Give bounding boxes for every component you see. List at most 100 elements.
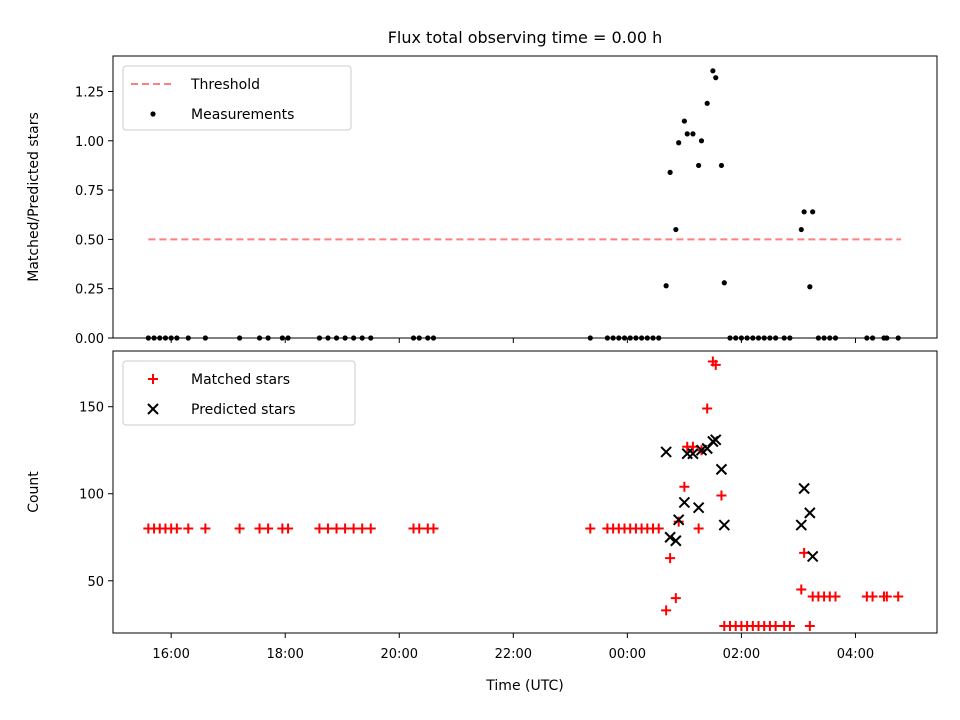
- x-tick-label: 18:00: [266, 647, 303, 662]
- matched-star-marker: [804, 621, 815, 632]
- matched-star-marker: [784, 621, 795, 632]
- matched-star-marker: [357, 523, 368, 534]
- matched-star-marker: [653, 523, 664, 534]
- legend-marker: [150, 111, 156, 117]
- matched-star-marker: [340, 523, 351, 534]
- data-point: [718, 162, 725, 169]
- matched-star-marker: [254, 523, 265, 534]
- legend-marker: [148, 374, 158, 384]
- predicted-star-marker: [806, 550, 819, 563]
- data-point: [681, 118, 687, 124]
- data-point: [696, 162, 702, 169]
- matched-star-marker: [322, 523, 333, 534]
- legend-label: Predicted stars: [191, 402, 296, 418]
- data-point: [667, 169, 673, 175]
- predicted-star-marker: [798, 482, 810, 495]
- legend: Threshold Measurements: [122, 65, 352, 131]
- y-tick-label: 100: [79, 488, 104, 503]
- y-tick-label: 150: [79, 401, 104, 416]
- matched-star-marker: [770, 621, 781, 632]
- matched-star-marker: [702, 403, 713, 414]
- series-1-1: [660, 434, 819, 563]
- legend-box: [122, 65, 352, 131]
- predicted-star-marker: [795, 519, 807, 531]
- data-point: [810, 209, 816, 215]
- legend-label: Threshold: [190, 77, 260, 93]
- matched-star-marker: [200, 523, 211, 534]
- matched-star-marker: [661, 605, 672, 616]
- legend: Matched stars Predicted stars: [122, 360, 356, 426]
- y-axis-label: Matched/Predicted stars: [26, 112, 42, 282]
- predicted-star-marker: [687, 447, 699, 460]
- y-tick-label: 1.00: [75, 135, 104, 150]
- bottom-panel: 16:00 18:00 20:00 22:00 00:00 02:00 04:00 50 100…: [26, 350, 938, 662]
- matched-star-marker: [414, 523, 425, 534]
- matched-star-marker: [830, 591, 841, 602]
- legend-label: Measurements: [191, 107, 294, 123]
- data-point: [673, 226, 679, 233]
- matched-star-marker: [799, 547, 810, 558]
- legend-label: Matched stars: [191, 372, 290, 388]
- data-point: [807, 284, 813, 290]
- x-tick-label: 20:00: [381, 647, 418, 662]
- data-point: [684, 131, 690, 137]
- legend-marker: [147, 403, 159, 415]
- matched-star-marker: [314, 523, 325, 534]
- axes-frame: [112, 350, 938, 634]
- chart-title: Flux total observing time = 0.00 h: [388, 28, 663, 47]
- matched-star-marker: [234, 523, 245, 534]
- data-point: [798, 226, 804, 233]
- matched-star-marker: [263, 523, 274, 534]
- predicted-star-marker: [678, 496, 691, 509]
- matched-star-marker: [585, 523, 596, 534]
- data-point: [676, 140, 682, 146]
- x-tick-label: 02:00: [723, 647, 760, 662]
- matched-star-marker: [665, 553, 676, 564]
- x-tick-label: 22:00: [495, 647, 532, 662]
- matched-star-marker: [171, 523, 182, 534]
- matched-star-marker: [693, 523, 704, 534]
- matched-star-marker: [348, 523, 359, 534]
- matched-star-marker: [893, 591, 904, 602]
- data-point: [713, 75, 719, 81]
- data-point: [663, 283, 669, 289]
- matched-star-marker: [710, 359, 721, 370]
- matched-star-marker: [331, 523, 342, 534]
- axes-frame: [112, 55, 938, 339]
- predicted-star-marker: [718, 519, 731, 531]
- matched-star-marker: [365, 523, 376, 534]
- matched-star-marker: [867, 591, 878, 602]
- y-tick-label: 1.25: [75, 85, 104, 100]
- x-tick-label: 04:00: [837, 647, 874, 662]
- y-tick-label: 0.25: [75, 283, 104, 298]
- y-tick-label: 0.75: [75, 184, 104, 199]
- data-point: [801, 209, 807, 215]
- predicted-star-marker: [670, 535, 682, 547]
- legend-box: [122, 360, 356, 426]
- predicted-star-marker: [715, 463, 728, 476]
- matched-star-marker: [428, 523, 439, 534]
- x-tick-label: 16:00: [152, 647, 189, 662]
- y-tick-label: 50: [87, 575, 104, 590]
- matched-star-marker: [679, 481, 690, 492]
- matched-star-marker: [673, 516, 684, 527]
- matched-star-marker: [796, 584, 807, 595]
- data-point: [690, 131, 696, 137]
- y-axis-label: Count: [26, 471, 42, 513]
- matched-star-marker: [183, 523, 194, 534]
- matched-star-marker: [670, 593, 681, 604]
- predicted-star-marker: [710, 434, 722, 446]
- matched-star-marker: [283, 523, 294, 534]
- predicted-star-marker: [692, 501, 705, 514]
- matched-star-marker: [687, 441, 698, 452]
- y-tick-label: 0.00: [75, 332, 104, 347]
- data-point: [721, 280, 727, 286]
- predicted-star-marker: [672, 514, 685, 526]
- predicted-star-marker: [660, 446, 672, 458]
- data-point: [704, 100, 710, 106]
- predicted-star-marker: [664, 531, 676, 543]
- x-tick-label: 00:00: [609, 647, 646, 662]
- matched-star-marker: [881, 591, 892, 602]
- data-point: [710, 68, 716, 74]
